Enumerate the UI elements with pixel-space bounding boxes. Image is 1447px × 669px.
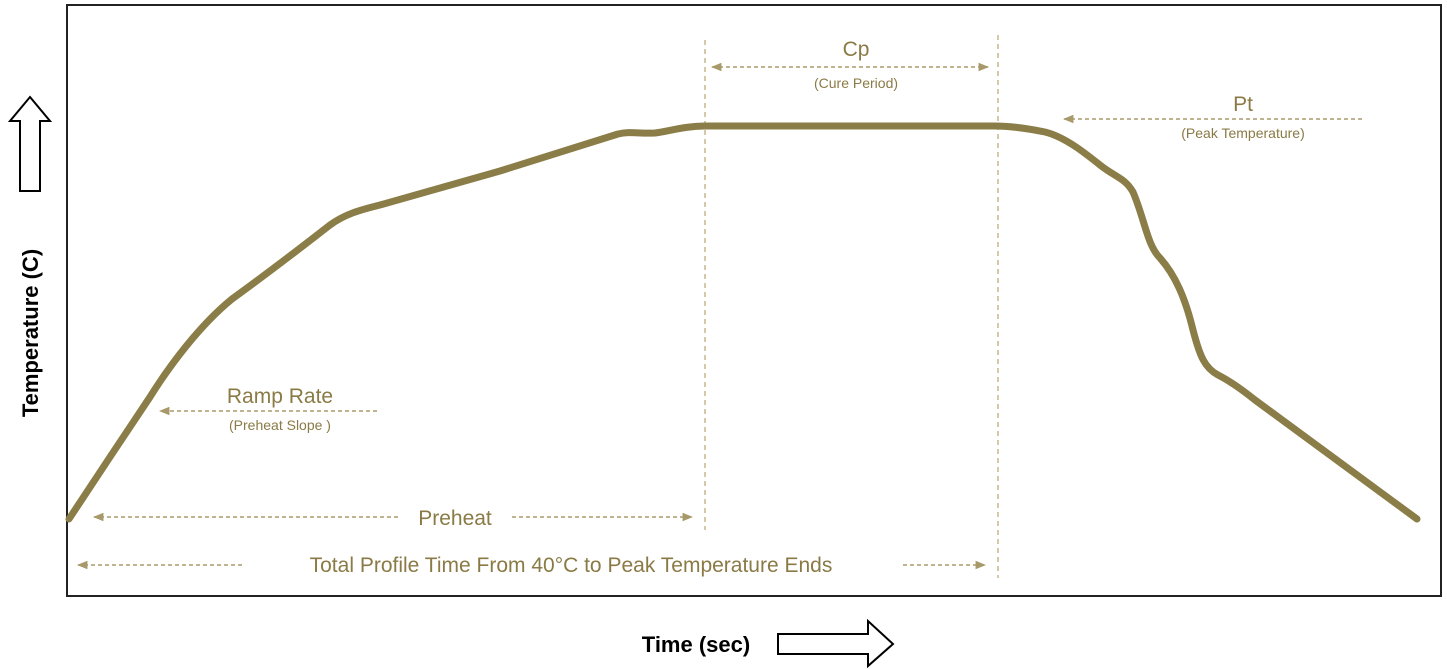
peak-temp-title: Pt [1233, 93, 1253, 116]
x-axis-right-arrow-icon [777, 618, 895, 669]
peak-temp-subtitle: (Peak Temperature) [1181, 125, 1304, 141]
total-profile-label: Total Profile Time From 40°C to Peak Tem… [310, 554, 833, 577]
y-axis-label: Temperature (C) [18, 249, 43, 417]
x-axis-label: Time (sec) [642, 632, 750, 657]
ramp-rate-subtitle: (Preheat Slope ) [229, 417, 331, 433]
plot-frame [66, 4, 1442, 597]
cure-period-subtitle: (Cure Period) [814, 75, 898, 91]
temperature-profile-curve [65, 122, 1421, 523]
cure-period-title: Cp [843, 38, 870, 61]
preheat-label: Preheat [418, 507, 492, 530]
y-axis-up-arrow-icon [7, 95, 53, 192]
ramp-rate-title: Ramp Rate [227, 385, 333, 408]
